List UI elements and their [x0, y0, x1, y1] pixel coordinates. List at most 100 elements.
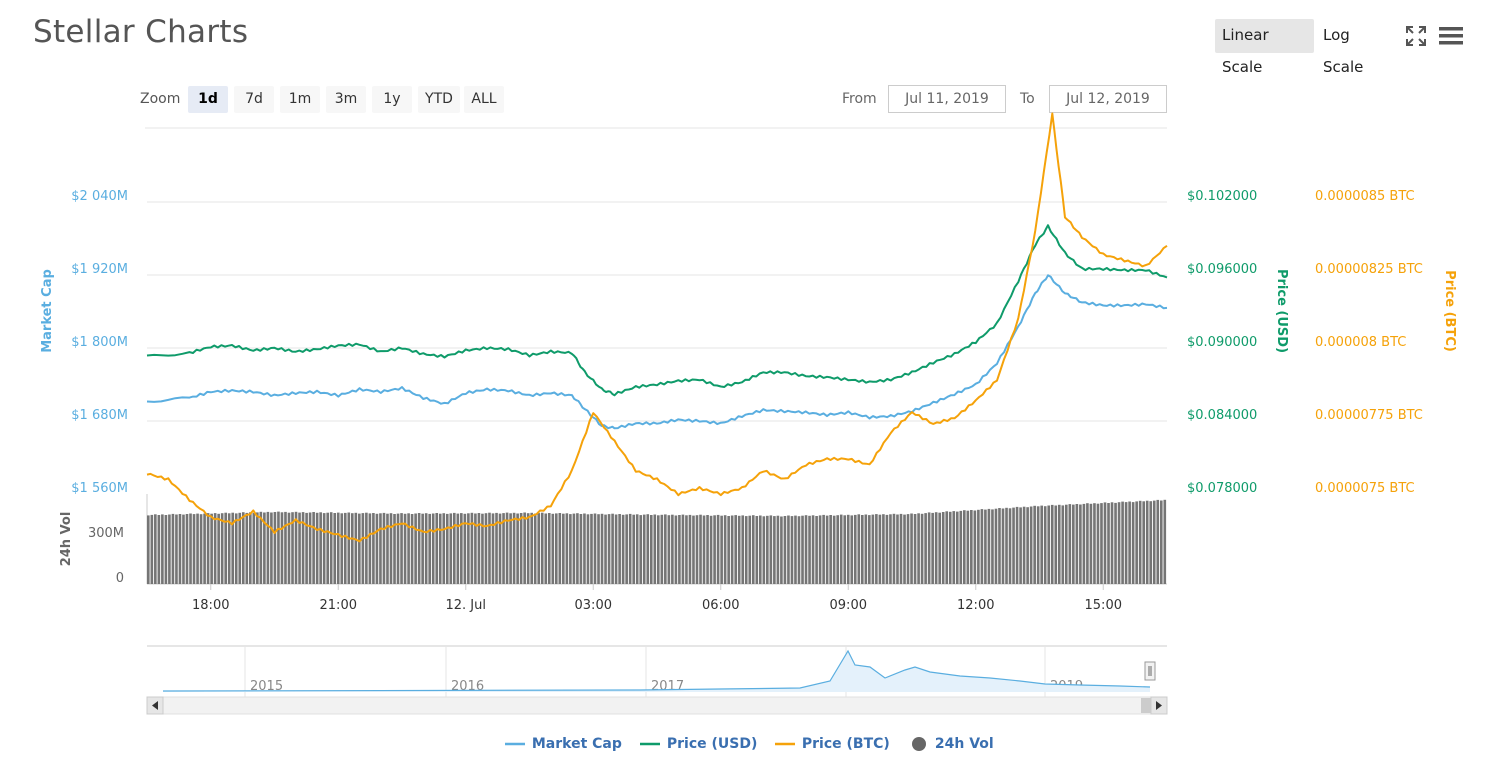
- volume-bar: [783, 516, 787, 584]
- zoom-7d-button[interactable]: 7d: [234, 86, 274, 113]
- volume-bar: [1110, 502, 1114, 584]
- volume-bar: [477, 513, 481, 584]
- navigator-year-label: 2017: [651, 679, 684, 694]
- volume-bar: [252, 513, 256, 584]
- volume-bar: [780, 516, 783, 584]
- volume-bar: [400, 513, 403, 584]
- volume-bar: [428, 513, 431, 584]
- volume-bar: [1005, 507, 1008, 584]
- volume-bar: [871, 514, 875, 584]
- volume-bar: [417, 513, 421, 584]
- volume-bar: [442, 513, 446, 584]
- volume-bar: [259, 511, 263, 584]
- volume-bar: [1096, 503, 1100, 584]
- linear-scale-button[interactable]: Linear Scale: [1215, 19, 1314, 76]
- legend-item-market-cap[interactable]: Market Cap: [505, 733, 622, 755]
- scrollbar-right-button: [1150, 696, 1168, 715]
- volume-bar: [551, 513, 555, 584]
- volume-bar: [741, 515, 745, 584]
- volume-bar: [301, 512, 305, 584]
- legend-item-24h-vol[interactable]: 24h Vol: [910, 733, 994, 755]
- volume-bar: [558, 513, 562, 584]
- volume-bar: [597, 514, 600, 584]
- volume-bar: [776, 515, 780, 584]
- volume-bar: [393, 514, 396, 584]
- volume-bar: [526, 513, 530, 584]
- volume-bar: [931, 512, 934, 584]
- volume-bar: [611, 513, 614, 584]
- zoom-1d-button[interactable]: 1d: [188, 86, 228, 113]
- to-label: To: [1020, 91, 1035, 107]
- volume-bar: [614, 514, 618, 584]
- volume-bar: [839, 514, 843, 584]
- volume-bar: [882, 514, 885, 584]
- volume-bar: [727, 516, 730, 584]
- volume-bar: [572, 513, 576, 584]
- volume-bar: [150, 514, 154, 584]
- volume-bar: [372, 513, 375, 584]
- navigator-line: [162, 649, 1151, 692]
- volume-bar: [1135, 501, 1138, 584]
- to-date-input[interactable]: Jul 12, 2019: [1049, 85, 1167, 113]
- volume-bar: [1128, 501, 1131, 584]
- volume-bar: [164, 515, 168, 584]
- volume-bar: [519, 513, 523, 584]
- volume-bar: [924, 513, 927, 584]
- volume-bar: [660, 514, 664, 584]
- zoom-1m-button[interactable]: 1m: [280, 86, 320, 113]
- volume-bar: [751, 515, 755, 584]
- volume-bar: [241, 512, 245, 584]
- volume-bar: [853, 514, 857, 584]
- fullscreen-icon[interactable]: [1405, 25, 1427, 47]
- volume-bar: [1089, 503, 1093, 584]
- legend-item-price-usd[interactable]: Price (USD): [640, 733, 757, 755]
- volume-bar: [959, 510, 963, 584]
- volume-bar: [955, 511, 959, 584]
- volume-bar: [822, 514, 825, 584]
- volume-bar: [1015, 506, 1019, 584]
- volume-bar: [1107, 503, 1110, 584]
- volume-bar: [1100, 503, 1103, 584]
- volume-bar: [249, 512, 252, 584]
- volume-bar: [396, 513, 400, 584]
- volume-bar: [910, 513, 913, 584]
- volume-bar: [1152, 500, 1156, 584]
- volume-bar: [600, 513, 604, 584]
- volume-bar: [1065, 504, 1068, 584]
- volume-bar: [664, 514, 667, 584]
- volume-bar: [896, 514, 899, 584]
- volume-bar: [445, 513, 449, 584]
- volume-bar: [498, 513, 502, 584]
- log-scale-button[interactable]: Log Scale: [1323, 26, 1364, 76]
- volume-bar: [375, 513, 379, 584]
- volume-bar: [723, 515, 727, 584]
- volume-bar: [213, 513, 217, 584]
- volume-bar: [878, 514, 882, 584]
- hamburger-menu-icon[interactable]: [1439, 25, 1463, 47]
- price-usd-tick-label: $0.078000: [1187, 481, 1257, 496]
- volume-bar: [277, 511, 280, 584]
- price-btc-axis-title: Price (BTC): [1442, 270, 1457, 352]
- volume-bar: [977, 509, 980, 584]
- zoom-3m-button[interactable]: 3m: [326, 86, 366, 113]
- volume-bar: [154, 514, 157, 584]
- volume-bar: [555, 513, 558, 584]
- volume-bar: [315, 512, 319, 584]
- price-btc-tick-label: 0.00000825 BTC: [1315, 262, 1423, 277]
- volume-bar: [913, 514, 917, 584]
- volume-bar: [635, 514, 639, 584]
- from-date-input[interactable]: Jul 11, 2019: [888, 85, 1006, 113]
- volume-bar: [899, 513, 903, 584]
- volume-bar: [737, 515, 741, 584]
- volume-bar: [287, 512, 291, 584]
- legend-item-price-btc[interactable]: Price (BTC): [775, 733, 890, 755]
- volume-bar: [829, 515, 832, 584]
- zoom-1y-button[interactable]: 1y: [372, 86, 412, 113]
- volume-bar: [182, 514, 185, 584]
- zoom-ytd-button[interactable]: YTD: [418, 86, 460, 113]
- volume-bar: [699, 514, 702, 584]
- volume-bar: [713, 515, 716, 584]
- zoom-all-button[interactable]: ALL: [464, 86, 504, 113]
- volume-bar: [762, 516, 766, 584]
